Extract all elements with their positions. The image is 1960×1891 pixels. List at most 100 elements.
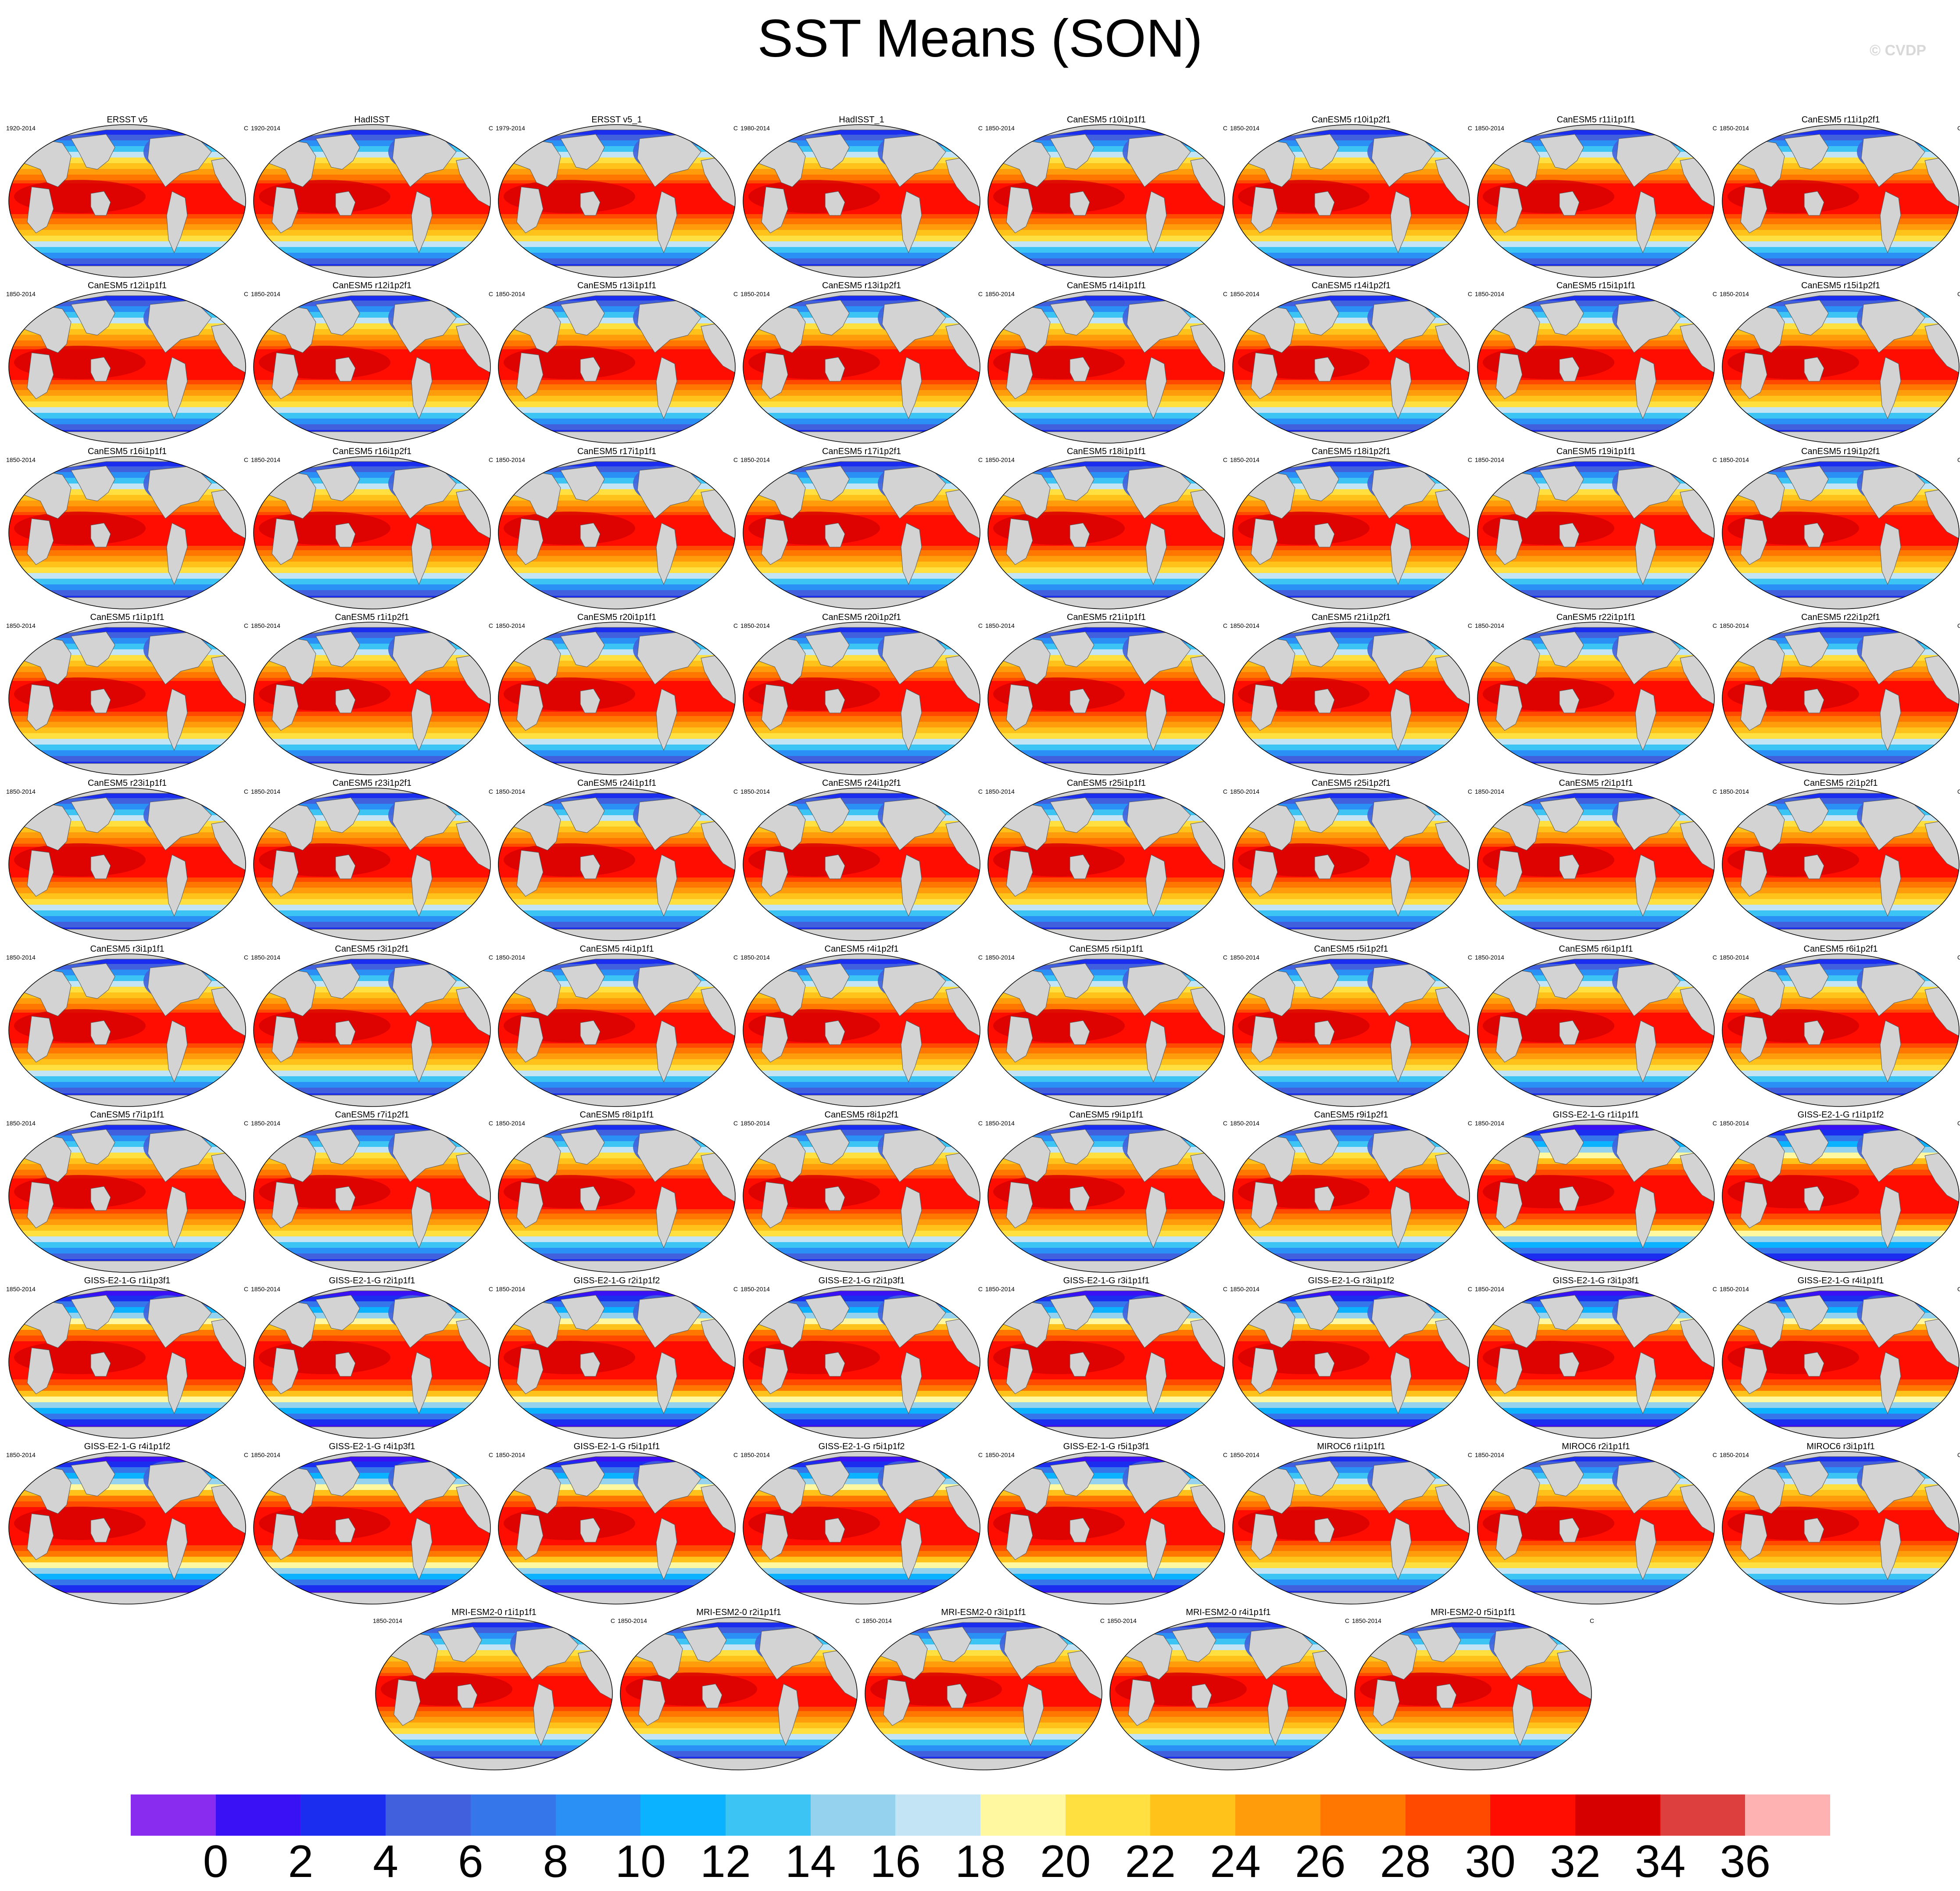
land-mass <box>988 597 1225 609</box>
sst-band-north <box>1233 506 1470 512</box>
map-panel: CanESM5 r17i1p2f1 1850-2014 C <box>740 447 984 612</box>
sst-band-south <box>254 424 490 430</box>
sst-band-south <box>254 910 490 916</box>
map-panel: HadISST 1920-2014 C <box>250 115 494 281</box>
land-mass <box>71 963 115 999</box>
sst-band-south <box>1722 721 1959 727</box>
sst-band-north <box>1722 1467 1959 1473</box>
land-mass <box>335 1352 356 1377</box>
land-mass <box>498 1095 735 1107</box>
sst-band-north <box>9 632 246 638</box>
land-mass <box>743 431 980 443</box>
sst-band-north <box>1722 140 1959 147</box>
sst-map <box>743 290 980 444</box>
map-panel: CanESM5 r7i1p1f1 1850-2014 C <box>5 1110 249 1276</box>
land-mass <box>1512 1683 1534 1746</box>
sst-band-south <box>743 407 980 413</box>
sst-band-south <box>1233 899 1470 905</box>
sst-map <box>8 124 246 278</box>
sst-band-south <box>498 584 735 590</box>
land-mass <box>71 1461 115 1497</box>
sst-band-north <box>254 1336 490 1342</box>
land-mass <box>1390 1518 1412 1580</box>
sst-band-north <box>9 466 246 473</box>
panel-period: 1850-2014 <box>496 290 525 297</box>
sst-band-north <box>254 140 490 147</box>
colorbar-swatch <box>1745 1794 1831 1836</box>
sst-band-south <box>743 1573 980 1579</box>
sst-band-south <box>1477 1402 1714 1408</box>
panel-units: C <box>488 788 493 795</box>
sst-map <box>1354 1617 1592 1770</box>
sst-band-south <box>988 1230 1225 1236</box>
land-mass <box>743 1426 980 1438</box>
panel-title: CanESM5 r1i1p1f1 <box>90 612 165 622</box>
panel-title: CanESM5 r23i1p2f1 <box>332 778 412 788</box>
land-mass <box>1559 1518 1580 1543</box>
map-panel: GISS-E2-1-G r4i1p3f1 1850-2014 C <box>250 1442 494 1608</box>
sst-band-south <box>743 401 980 407</box>
sst-band-south <box>498 916 735 922</box>
land-mass <box>901 688 922 751</box>
land-mass <box>272 684 299 731</box>
sst-band-south <box>988 550 1225 556</box>
sst-band-south <box>254 1230 490 1236</box>
panel-period: 1850-2014 <box>496 1286 525 1293</box>
panel-units: C <box>733 125 738 132</box>
sst-band-south <box>988 407 1225 413</box>
panel-units: C <box>1467 290 1472 297</box>
sst-band-north <box>254 1467 490 1473</box>
land-mass <box>1006 1347 1033 1394</box>
sst-band-north <box>1722 340 1959 347</box>
sst-band-south <box>743 1076 980 1082</box>
sst-band-south <box>9 1556 246 1562</box>
sst-band-south <box>988 721 1225 727</box>
sst-band-north <box>254 1301 490 1307</box>
sst-band-south <box>988 573 1225 579</box>
land-mass <box>1251 1182 1278 1228</box>
sst-band-south <box>9 1419 246 1425</box>
sst-band-north <box>1722 1004 1959 1010</box>
panel-period: 1850-2014 <box>496 1451 525 1458</box>
panel-period: 1850-2014 <box>251 788 280 795</box>
sst-band-north <box>988 1461 1225 1468</box>
map-panel: MIROC6 r3i1p1f1 1850-2014 C <box>1719 1442 1960 1608</box>
panel-title: CanESM5 r7i1p2f1 <box>335 1110 409 1120</box>
sst-band-north <box>743 970 980 976</box>
sst-band-south <box>1477 1213 1714 1219</box>
sst-band-north <box>254 1461 490 1468</box>
sst-band-south <box>9 561 246 567</box>
panel-units: C <box>488 125 493 132</box>
land-mass <box>1295 963 1339 999</box>
panel-title: CanESM5 r13i1p1f1 <box>577 281 657 290</box>
sst-band-north <box>1233 1170 1470 1176</box>
sst-band-south <box>1722 235 1959 241</box>
land-mass <box>272 518 299 565</box>
land-mass <box>1233 265 1470 277</box>
colorbar-swatch <box>215 1794 301 1836</box>
map-outline <box>743 1451 980 1604</box>
sst-band-south <box>1233 590 1470 596</box>
sst-band-north <box>1477 1135 1714 1142</box>
land-mass <box>682 1626 727 1662</box>
land-mass <box>254 1592 490 1604</box>
panel-period: 1850-2014 <box>740 954 770 961</box>
sst-band-north <box>1477 306 1714 312</box>
sst-band-north <box>498 340 735 347</box>
sst-band-south <box>254 1408 490 1414</box>
land-mass <box>947 1683 967 1708</box>
land-mass <box>1477 929 1714 941</box>
sst-band-south <box>254 1070 490 1076</box>
panel-period: 1850-2014 <box>1475 456 1504 463</box>
sst-band-south <box>9 1579 246 1585</box>
map-panel: GISS-E2-1-G r5i1p1f1 1850-2014 C <box>495 1442 739 1608</box>
land-mass <box>1145 854 1167 917</box>
sst-band-south <box>988 584 1225 590</box>
sst-band-north <box>254 838 490 844</box>
map-panel: CanESM5 r4i1p1f1 1850-2014 C <box>495 944 739 1110</box>
land-mass <box>805 300 850 336</box>
land-mass <box>411 1186 433 1249</box>
sst-band-north <box>498 672 735 678</box>
land-mass <box>1050 1461 1094 1497</box>
sst-band-north <box>1722 964 1959 970</box>
